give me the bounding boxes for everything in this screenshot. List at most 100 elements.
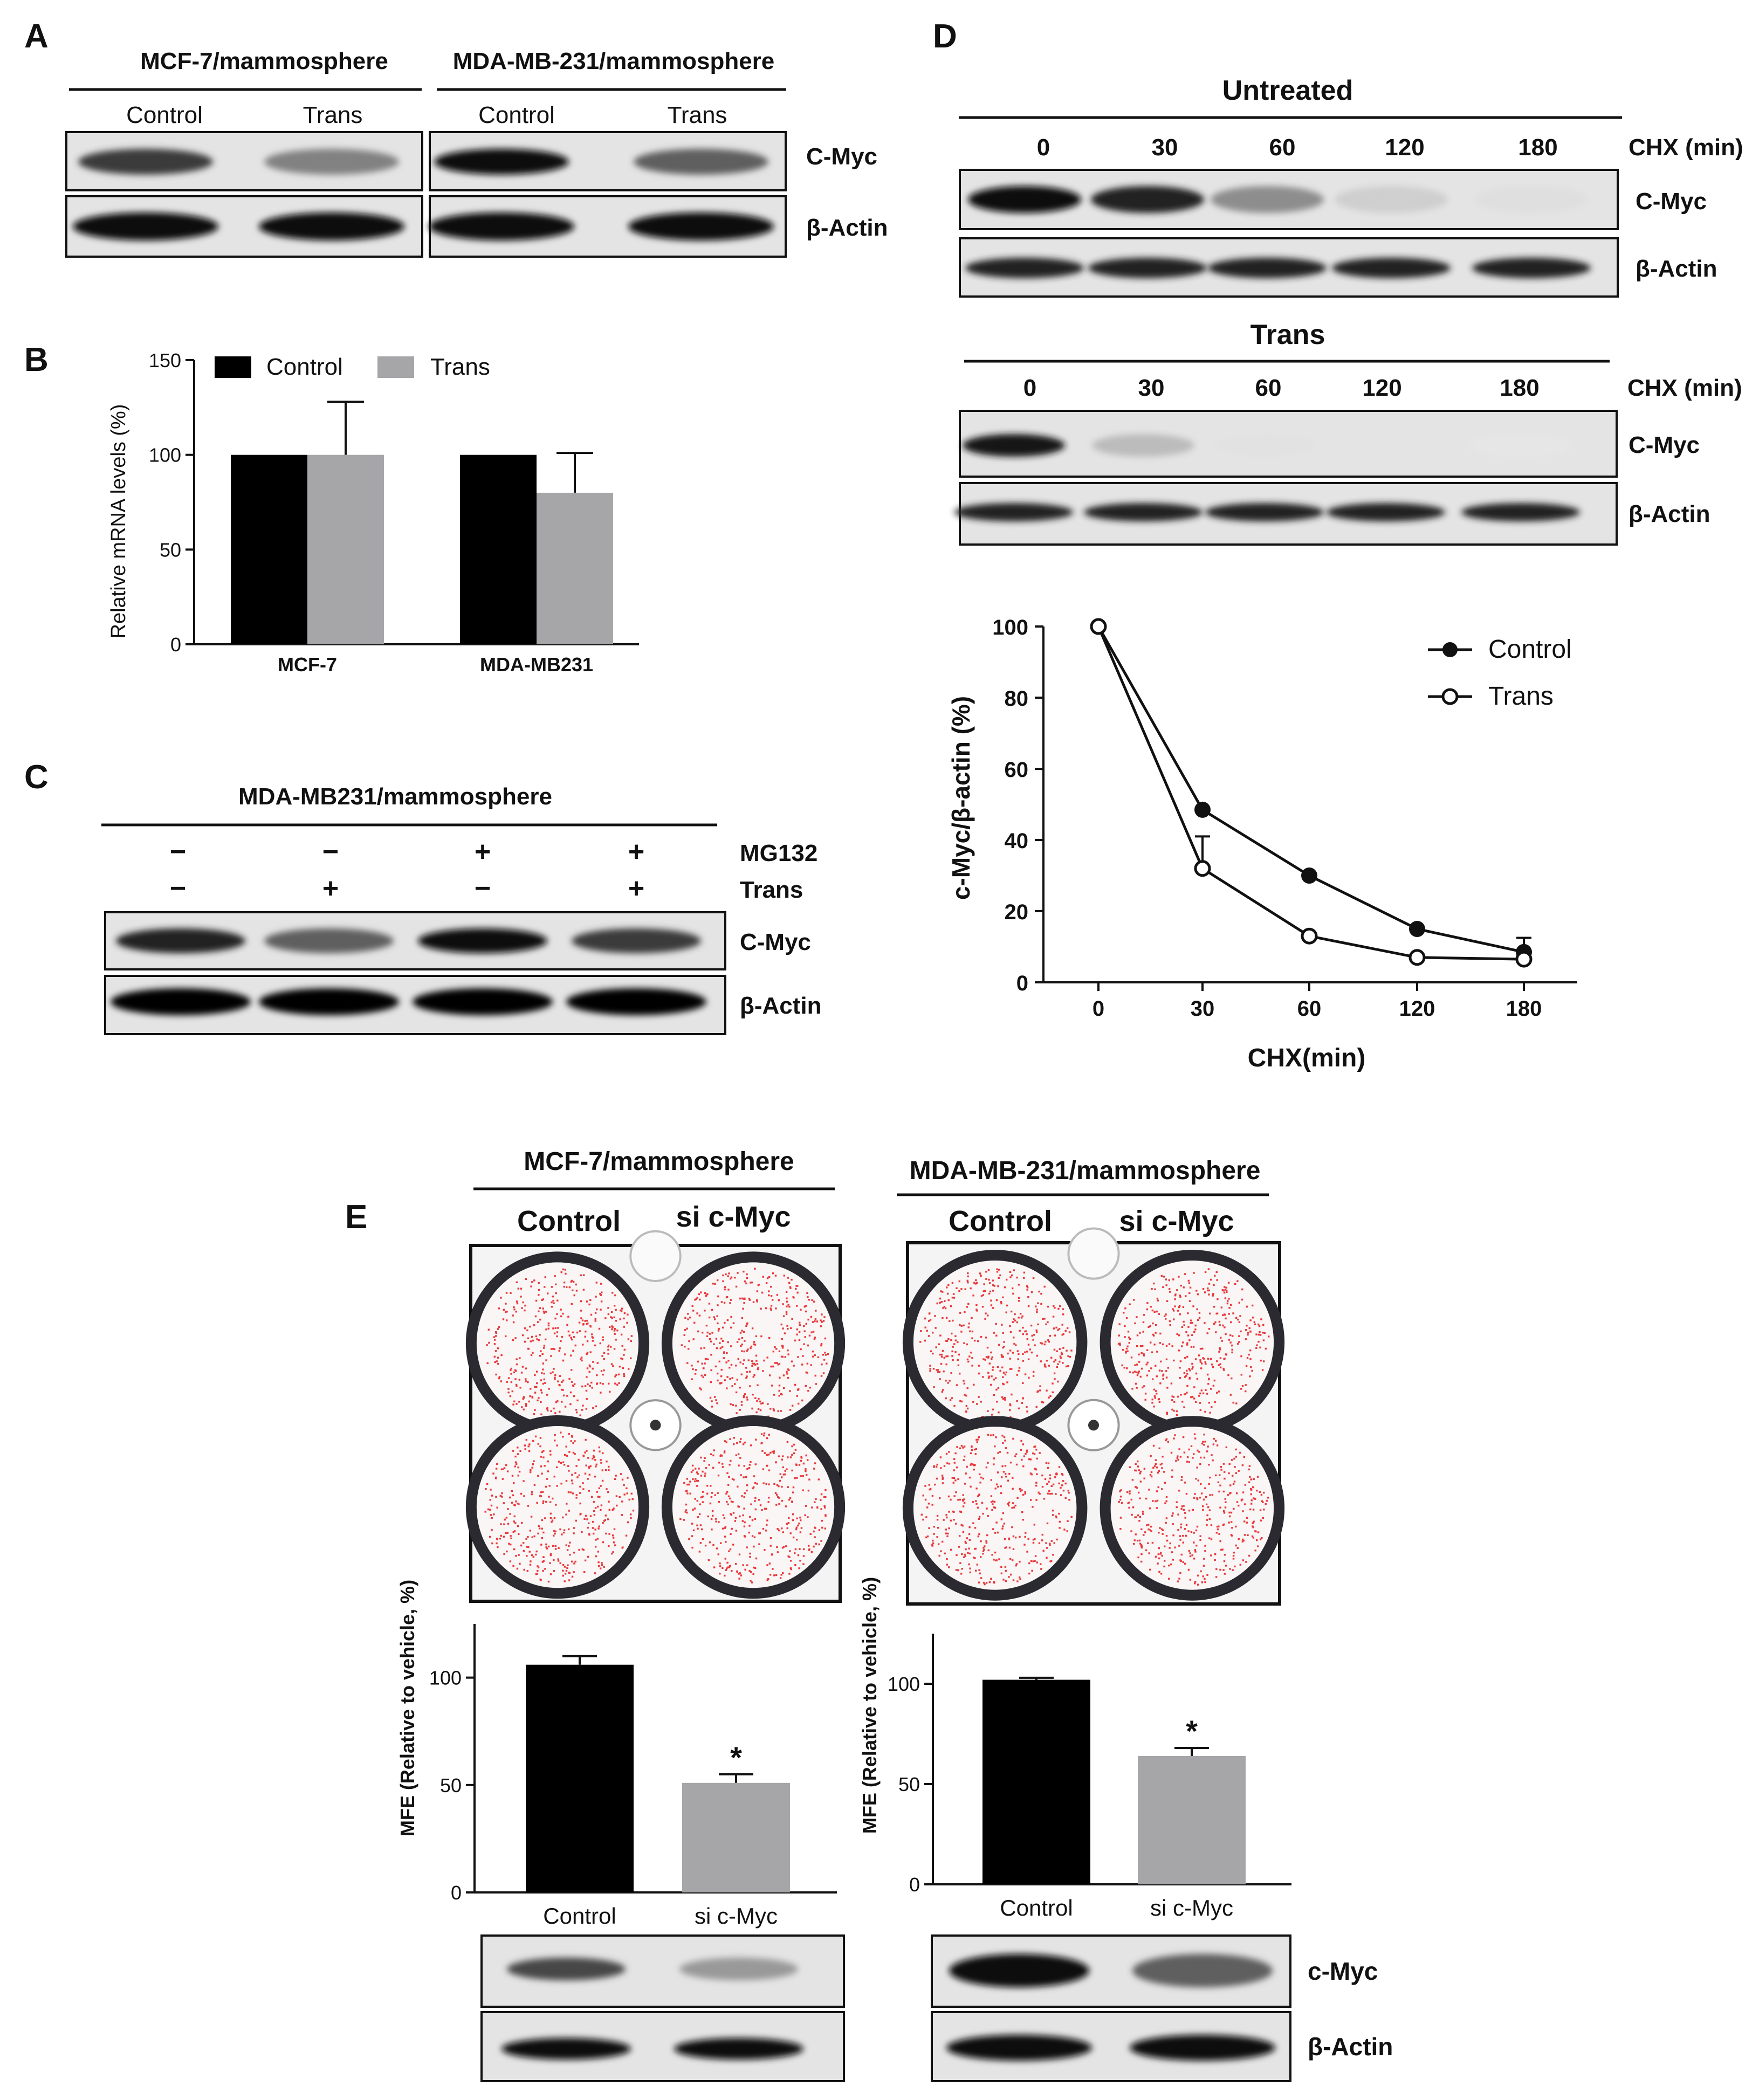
- bar: [460, 455, 537, 644]
- y-tick-label: 100: [429, 1667, 462, 1689]
- category-label: si c-Myc: [695, 1903, 778, 1929]
- category-label: MCF-7: [278, 653, 337, 676]
- band-c-actin-1: [111, 988, 251, 1015]
- panel-e-group1-title: MCF-7/mammosphere: [524, 1147, 794, 1176]
- band-c-cmyc-4: [572, 928, 701, 953]
- band-d-trans-cmyc-5: [1469, 434, 1572, 457]
- panel-d-legend-marker-trans: [1441, 688, 1459, 705]
- panel-b-legend-control: Control: [266, 354, 343, 380]
- panel-a-group2-title: MDA-MB-231/mammosphere: [453, 48, 775, 74]
- panel-d-trans-time-0: 0: [1023, 375, 1036, 401]
- y-tick-label: 100: [992, 616, 1028, 639]
- panel-a-lane-3: Control: [478, 102, 555, 128]
- y-tick-label: 0: [1016, 972, 1028, 995]
- panel-e-bands: [501, 1954, 1275, 2061]
- band-d-trans-actin-3: [1205, 503, 1324, 521]
- band-d-trans-cmyc-2: [1092, 434, 1194, 457]
- band-e-left-cmyc-1: [507, 1958, 626, 1980]
- category-label: si c-Myc: [1150, 1895, 1233, 1920]
- band-d-untreated-actin-2: [1088, 258, 1207, 278]
- band-e-right-actin-2: [1130, 2035, 1275, 2061]
- band-a-cmyc-4: [634, 149, 768, 175]
- band-e-right-cmyc-1: [949, 1954, 1089, 1987]
- bar: [982, 1679, 1090, 1884]
- panel-c-mg132-sign-3: +: [475, 836, 491, 867]
- panel-c-row-trans: Trans: [740, 877, 803, 903]
- center-well-dot: [1088, 1420, 1099, 1431]
- band-d-trans-cmyc-1: [963, 434, 1065, 457]
- panel-d: D Untreated 0 30 60 120 180 CHX (min) C-…: [933, 18, 1743, 1072]
- panel-d-untreated-timepoints: 0 30 60 120 180: [1037, 134, 1558, 161]
- bar: [231, 455, 307, 644]
- band-d-untreated-cmyc-2: [1091, 186, 1204, 213]
- panel-a-lane-4: Trans: [668, 102, 727, 128]
- panel-a-lane-2: Trans: [303, 102, 363, 128]
- y-tick-label: 0: [451, 1882, 462, 1904]
- panel-e-protein-actin: β-Actin: [1308, 2033, 1393, 2061]
- panel-e-right-si-label: si c-Myc: [1119, 1205, 1234, 1237]
- well-bottom: [672, 1426, 835, 1588]
- center-well-dot: [650, 1420, 661, 1431]
- panel-a: A MCF-7/mammosphere MDA-MB-231/mammosphe…: [24, 18, 888, 258]
- band-e-right-actin-1: [946, 2035, 1092, 2061]
- panel-b-ylabel: Relative mRNA levels (%): [107, 404, 130, 639]
- band-d-untreated-cmyc-1: [968, 186, 1081, 213]
- panel-e-group2-title: MDA-MB-231/mammosphere: [910, 1156, 1261, 1185]
- band-a-cmyc-1: [78, 149, 213, 175]
- band-d-untreated-actin-4: [1332, 258, 1451, 278]
- band-d-untreated-actin-3: [1208, 258, 1327, 278]
- panel-e-protein-cmyc: c-Myc: [1308, 1957, 1378, 1985]
- panel-b-legend-trans: Trans: [430, 354, 490, 380]
- panel-d-legend-trans: Trans: [1488, 682, 1554, 711]
- series-line: [1097, 625, 1524, 954]
- significance-star: *: [730, 1740, 742, 1774]
- panel-c-trans-sign-4: +: [628, 873, 644, 904]
- colonies: [919, 1268, 1073, 1419]
- band-d-trans-cmyc-4: [1335, 434, 1437, 457]
- panel-a-bands: [73, 149, 774, 240]
- panel-d-ylabel: c-Myc/β-actin (%): [947, 696, 975, 900]
- panel-d-untreated-protein-cmyc: C-Myc: [1636, 188, 1707, 215]
- panel-a-letter: A: [24, 18, 49, 55]
- panel-e-letter: E: [345, 1199, 367, 1236]
- panel-d-untreated-protein-actin: β-Actin: [1636, 256, 1717, 282]
- y-tick-label: 50: [440, 1774, 462, 1796]
- bar: [682, 1782, 790, 1892]
- panel-d-untreated-time-180: 180: [1518, 134, 1557, 161]
- band-d-untreated-actin-1: [965, 258, 1084, 278]
- band-d-untreated-cmyc-3: [1211, 186, 1324, 213]
- panel-d-trans-protein-actin: β-Actin: [1629, 501, 1710, 527]
- panel-c-letter: C: [24, 759, 49, 796]
- panel-a-group1-title: MCF-7/mammosphere: [140, 48, 388, 74]
- point-control: [1194, 801, 1211, 818]
- band-d-trans-actin-1: [954, 503, 1073, 521]
- band-a-cmyc-3: [434, 149, 569, 175]
- colonies: [920, 1434, 1073, 1586]
- band-e-left-actin-1: [501, 2038, 631, 2060]
- panel-e-left-control-label: Control: [517, 1205, 621, 1237]
- panel-c-protein-actin: β-Actin: [740, 993, 822, 1019]
- band-d-untreated-actin-5: [1472, 258, 1591, 278]
- panel-e-right-control-label: Control: [949, 1205, 1052, 1237]
- panel-d-trans-chx-label: CHX (min): [1627, 375, 1742, 401]
- panel-d-xlabel: CHX(min): [1248, 1044, 1366, 1072]
- top-well: [629, 1230, 682, 1283]
- panel-d-untreated-title: Untreated: [1222, 75, 1353, 106]
- panel-c-trans-sign-3: −: [475, 873, 491, 904]
- panel-a-lane-1: Control: [126, 102, 203, 128]
- band-d-trans-actin-5: [1461, 503, 1580, 521]
- panel-d-untreated-time-60: 60: [1269, 134, 1296, 161]
- y-tick-label: 100: [888, 1673, 920, 1695]
- y-tick-label: 50: [160, 539, 181, 561]
- y-tick-label: 60: [1005, 758, 1029, 782]
- panel-a-protein-actin: β-Actin: [806, 215, 888, 241]
- y-tick-label: 100: [149, 444, 181, 466]
- colonies: [1118, 1433, 1269, 1586]
- band-e-left-cmyc-2: [679, 1958, 798, 1980]
- well-bottom: [476, 1262, 639, 1424]
- y-tick-label: 50: [898, 1773, 920, 1795]
- band-c-actin-4: [566, 988, 706, 1015]
- y-tick-label: 80: [1005, 687, 1029, 711]
- panel-d-untreated-time-0: 0: [1037, 134, 1050, 161]
- panel-e-right-ylabel: MFE (Relative to vehicle, %): [858, 1577, 881, 1834]
